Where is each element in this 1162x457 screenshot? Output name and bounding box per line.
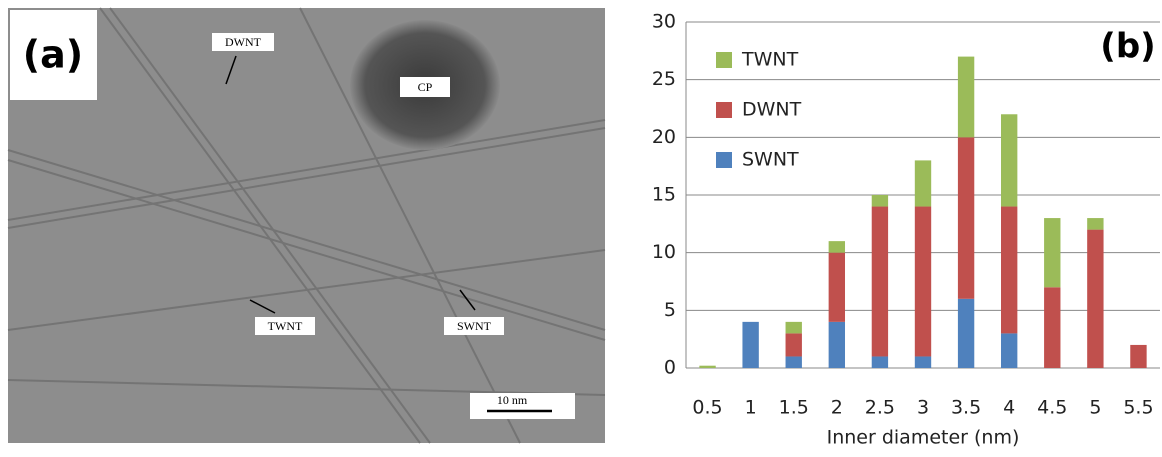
y-tick-label: 0	[664, 357, 676, 379]
x-tick-label: 2	[831, 397, 843, 419]
bar-segment	[957, 298, 975, 368]
legend-label: DWNT	[742, 99, 802, 121]
bar-segment	[871, 206, 889, 357]
bar-segment	[828, 241, 846, 253]
tem-image: (a) DWNT CP TWNT SWNT 10 nm	[7, 7, 606, 444]
x-tick-label: 5	[1089, 397, 1101, 419]
x-tick-label: 5.5	[1123, 397, 1153, 419]
bar-segment	[957, 56, 975, 138]
bar-segment	[1000, 333, 1018, 368]
bar-segment	[828, 321, 846, 368]
bar-segment	[1044, 287, 1061, 368]
x-tick-label: 4	[1003, 397, 1015, 419]
x-tick-label: 1.5	[779, 397, 809, 419]
panel-label: (b)	[1100, 27, 1155, 67]
image-label: CP	[418, 80, 433, 94]
x-tick-label: 4.5	[1037, 397, 1067, 419]
bar-segment	[742, 321, 759, 368]
x-tick-label: 2.5	[865, 397, 895, 419]
y-tick-label: 10	[652, 241, 676, 263]
x-tick-label: 0.5	[692, 397, 722, 419]
y-tick-label: 30	[652, 11, 676, 33]
image-label: DWNT	[225, 35, 262, 49]
bar-segment	[699, 365, 716, 368]
bar-segment	[1087, 229, 1104, 368]
bar-segment	[957, 137, 975, 299]
bar-segment	[785, 321, 802, 334]
bar-segment	[871, 356, 889, 368]
panel-label: (a)	[23, 33, 83, 77]
legend-label: SWNT	[742, 149, 799, 171]
bar-segment	[914, 356, 932, 368]
bar-segment	[914, 206, 932, 357]
bar-segment	[785, 356, 802, 368]
bar-segment	[1000, 114, 1018, 207]
y-tick-label: 20	[652, 126, 676, 148]
y-tick-label: 25	[652, 68, 676, 90]
bar-segment	[828, 252, 846, 322]
x-axis-label: Inner diameter (nm)	[827, 427, 1020, 449]
image-label: SWNT	[457, 319, 492, 333]
x-tick-label: 1	[745, 397, 757, 419]
legend-swatch	[716, 102, 732, 118]
bar-segment	[1130, 344, 1147, 368]
bar-segment	[1000, 206, 1018, 334]
bar-segment	[914, 160, 932, 207]
bar-segment	[1087, 218, 1104, 230]
legend-swatch	[716, 52, 732, 68]
image-label: TWNT	[268, 319, 303, 333]
legend-label: TWNT	[741, 49, 799, 71]
y-tick-label: 5	[664, 299, 676, 321]
x-tick-label: 3.5	[951, 397, 981, 419]
y-tick-label: 15	[652, 184, 676, 206]
x-tick-label: 3	[917, 397, 929, 419]
bar-segment	[1044, 218, 1061, 288]
scale-bar-label: 10 nm	[497, 393, 528, 407]
bar-segment	[871, 195, 889, 207]
legend-swatch	[716, 152, 732, 168]
bar-segment	[785, 333, 802, 357]
